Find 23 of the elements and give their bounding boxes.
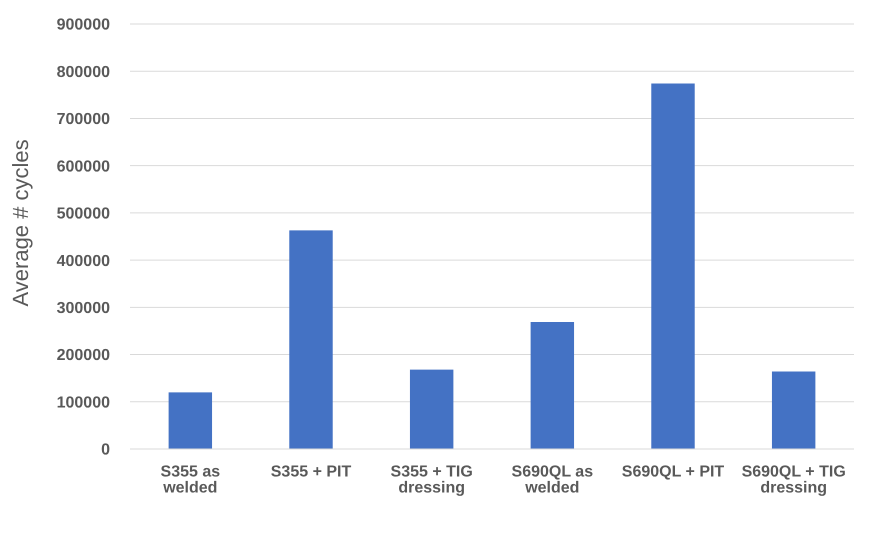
bar bbox=[772, 372, 816, 449]
y-tick-label: 300000 bbox=[56, 300, 110, 318]
bar bbox=[168, 392, 212, 449]
y-tick-label: 500000 bbox=[56, 206, 110, 223]
bar bbox=[410, 370, 454, 449]
x-tick-label: S355 as welded bbox=[160, 463, 220, 496]
y-tick-label: 200000 bbox=[56, 347, 110, 364]
bar bbox=[530, 322, 574, 449]
y-tick-label: 400000 bbox=[56, 252, 110, 270]
y-tick-label: 100000 bbox=[56, 394, 110, 412]
x-tick-label: S690QL + PIT bbox=[622, 463, 724, 480]
y-tick-label: 800000 bbox=[56, 64, 110, 81]
y-axis-title: Average # cycles bbox=[8, 139, 33, 306]
y-tick-label: 600000 bbox=[56, 158, 110, 176]
x-tick-label: S690QL as welded bbox=[512, 463, 594, 496]
x-tick-label: S355 + PIT bbox=[270, 463, 352, 480]
bar bbox=[289, 230, 333, 449]
x-tick-label: S355 + TIG dressing bbox=[390, 463, 473, 496]
y-tick-label: 700000 bbox=[56, 111, 110, 128]
y-tick-label: 0 bbox=[101, 442, 110, 459]
y-tick-label: 900000 bbox=[56, 16, 110, 34]
x-tick-label: S690QL + TIG dressing bbox=[742, 463, 846, 496]
bar bbox=[651, 84, 695, 449]
